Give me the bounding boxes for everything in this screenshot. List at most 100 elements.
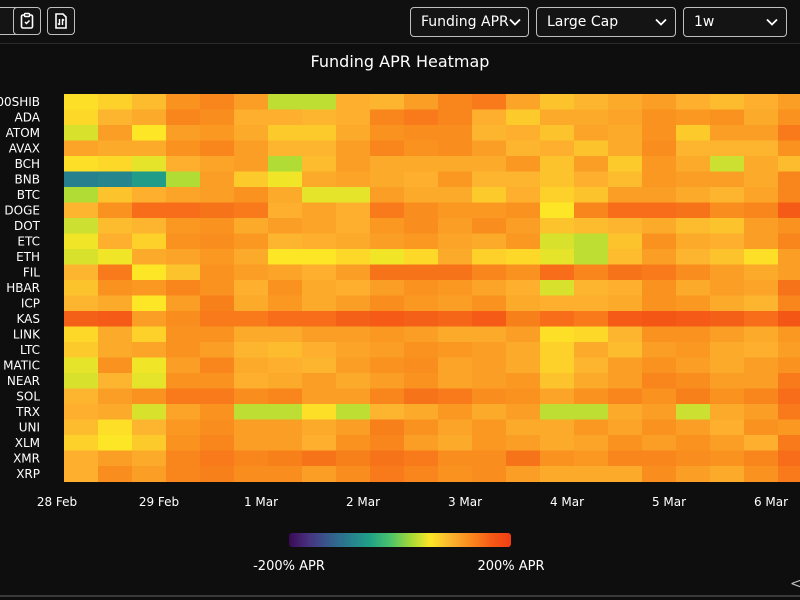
heatmap-cell bbox=[744, 187, 779, 203]
y-tick-label: BNB bbox=[15, 172, 40, 186]
heatmap-cell bbox=[574, 202, 609, 219]
heatmap-cell bbox=[472, 140, 507, 157]
range-select[interactable]: 1w bbox=[683, 7, 787, 37]
heatmap-cell bbox=[710, 218, 745, 234]
heatmap-cell bbox=[710, 326, 745, 343]
heatmap-cell bbox=[608, 373, 643, 389]
heatmap-cell bbox=[540, 280, 575, 296]
heatmap-cell bbox=[438, 156, 473, 172]
heatmap-cell bbox=[132, 125, 167, 141]
heatmap-cell bbox=[132, 187, 167, 203]
cap-select[interactable]: Large Cap bbox=[536, 7, 676, 37]
heatmap-cell bbox=[404, 373, 439, 389]
scroll-left-icon[interactable]: < bbox=[790, 576, 800, 592]
heatmap-cell bbox=[200, 326, 235, 343]
heatmap-cell bbox=[404, 109, 439, 126]
heatmap-cell bbox=[234, 342, 269, 358]
heatmap-cell bbox=[200, 388, 235, 405]
y-tick-label: ATOM bbox=[6, 126, 40, 140]
heatmap-cell bbox=[506, 466, 541, 482]
heatmap-cell bbox=[64, 125, 99, 141]
heatmap-cell bbox=[506, 373, 541, 389]
heatmap-cell bbox=[166, 264, 201, 281]
heatmap-cell bbox=[200, 140, 235, 157]
heatmap-cell bbox=[64, 187, 99, 203]
heatmap-cell bbox=[98, 388, 133, 405]
heatmap-cell bbox=[676, 233, 711, 250]
heatmap-cell bbox=[370, 171, 405, 188]
heatmap-cell bbox=[268, 249, 303, 265]
heatmap-cell bbox=[268, 373, 303, 389]
heatmap-cell bbox=[438, 187, 473, 203]
chart-title: Funding APR Heatmap bbox=[310, 52, 490, 71]
y-tick-label: ICP bbox=[21, 296, 40, 310]
y-tick-label: ETH bbox=[16, 250, 40, 264]
heatmap-cell bbox=[710, 357, 745, 374]
heatmap-cell bbox=[336, 295, 371, 312]
heatmap-cell bbox=[574, 311, 609, 327]
heatmap-cell bbox=[370, 342, 405, 358]
y-tick-label: BCH bbox=[15, 157, 40, 171]
heatmap-cell bbox=[744, 156, 779, 172]
heatmap-cell bbox=[540, 388, 575, 405]
heatmap-cell bbox=[234, 435, 269, 451]
heatmap-cell bbox=[744, 326, 779, 343]
heatmap-cell bbox=[370, 249, 405, 265]
heatmap-cell bbox=[268, 388, 303, 405]
heatmap-cell bbox=[608, 388, 643, 405]
heatmap-cell bbox=[370, 311, 405, 327]
heatmap-cell bbox=[404, 202, 439, 219]
heatmap-cell bbox=[404, 140, 439, 157]
heatmap-cell bbox=[438, 342, 473, 358]
heatmap-cell bbox=[336, 388, 371, 405]
top-toolbar: Funding APR Large Cap 1w bbox=[0, 0, 800, 44]
file-swap-button[interactable] bbox=[47, 7, 75, 35]
metric-select[interactable]: Funding APR bbox=[410, 7, 529, 37]
heatmap-cell bbox=[438, 357, 473, 374]
heatmap-cell bbox=[574, 140, 609, 157]
heatmap-cell bbox=[302, 249, 337, 265]
heatmap-cell bbox=[506, 94, 541, 110]
heatmap-cell bbox=[302, 280, 337, 296]
heatmap-cell bbox=[234, 94, 269, 110]
heatmap-cell bbox=[472, 156, 507, 172]
heatmap-cell bbox=[472, 342, 507, 358]
heatmap-cell bbox=[200, 94, 235, 110]
heatmap-cell bbox=[302, 233, 337, 250]
heatmap-cell bbox=[506, 249, 541, 265]
heatmap-cell bbox=[472, 94, 507, 110]
heatmap-cell bbox=[336, 373, 371, 389]
heatmap-cell bbox=[506, 435, 541, 451]
heatmap-cell bbox=[404, 218, 439, 234]
heatmap-cell bbox=[778, 140, 800, 157]
heatmap-cell bbox=[540, 466, 575, 482]
heatmap-cell bbox=[438, 404, 473, 420]
heatmap-cell bbox=[64, 94, 99, 110]
heatmap-cell bbox=[642, 140, 677, 157]
heatmap-cell bbox=[778, 342, 800, 358]
heatmap-cell bbox=[642, 249, 677, 265]
heatmap-cell bbox=[710, 109, 745, 126]
heatmap-cell bbox=[744, 342, 779, 358]
heatmap-cell bbox=[302, 326, 337, 343]
clipboard-button[interactable] bbox=[13, 7, 41, 35]
heatmap-cell bbox=[744, 435, 779, 451]
heatmap-cell bbox=[540, 233, 575, 250]
heatmap-cell bbox=[642, 156, 677, 172]
heatmap-cell bbox=[200, 357, 235, 374]
heatmap-cell bbox=[166, 109, 201, 126]
heatmap-cell bbox=[234, 156, 269, 172]
heatmap-cell bbox=[98, 109, 133, 126]
y-tick-label: DOGE bbox=[4, 203, 40, 217]
heatmap-cell bbox=[574, 373, 609, 389]
heatmap-cell bbox=[132, 94, 167, 110]
heatmap-cell bbox=[472, 450, 507, 467]
heatmap-cell bbox=[778, 202, 800, 219]
heatmap-cell bbox=[574, 109, 609, 126]
heatmap-cell bbox=[710, 264, 745, 281]
heatmap-cell bbox=[574, 94, 609, 110]
heatmap-cell bbox=[778, 280, 800, 296]
heatmap-cell bbox=[200, 171, 235, 188]
heatmap-cell bbox=[676, 326, 711, 343]
